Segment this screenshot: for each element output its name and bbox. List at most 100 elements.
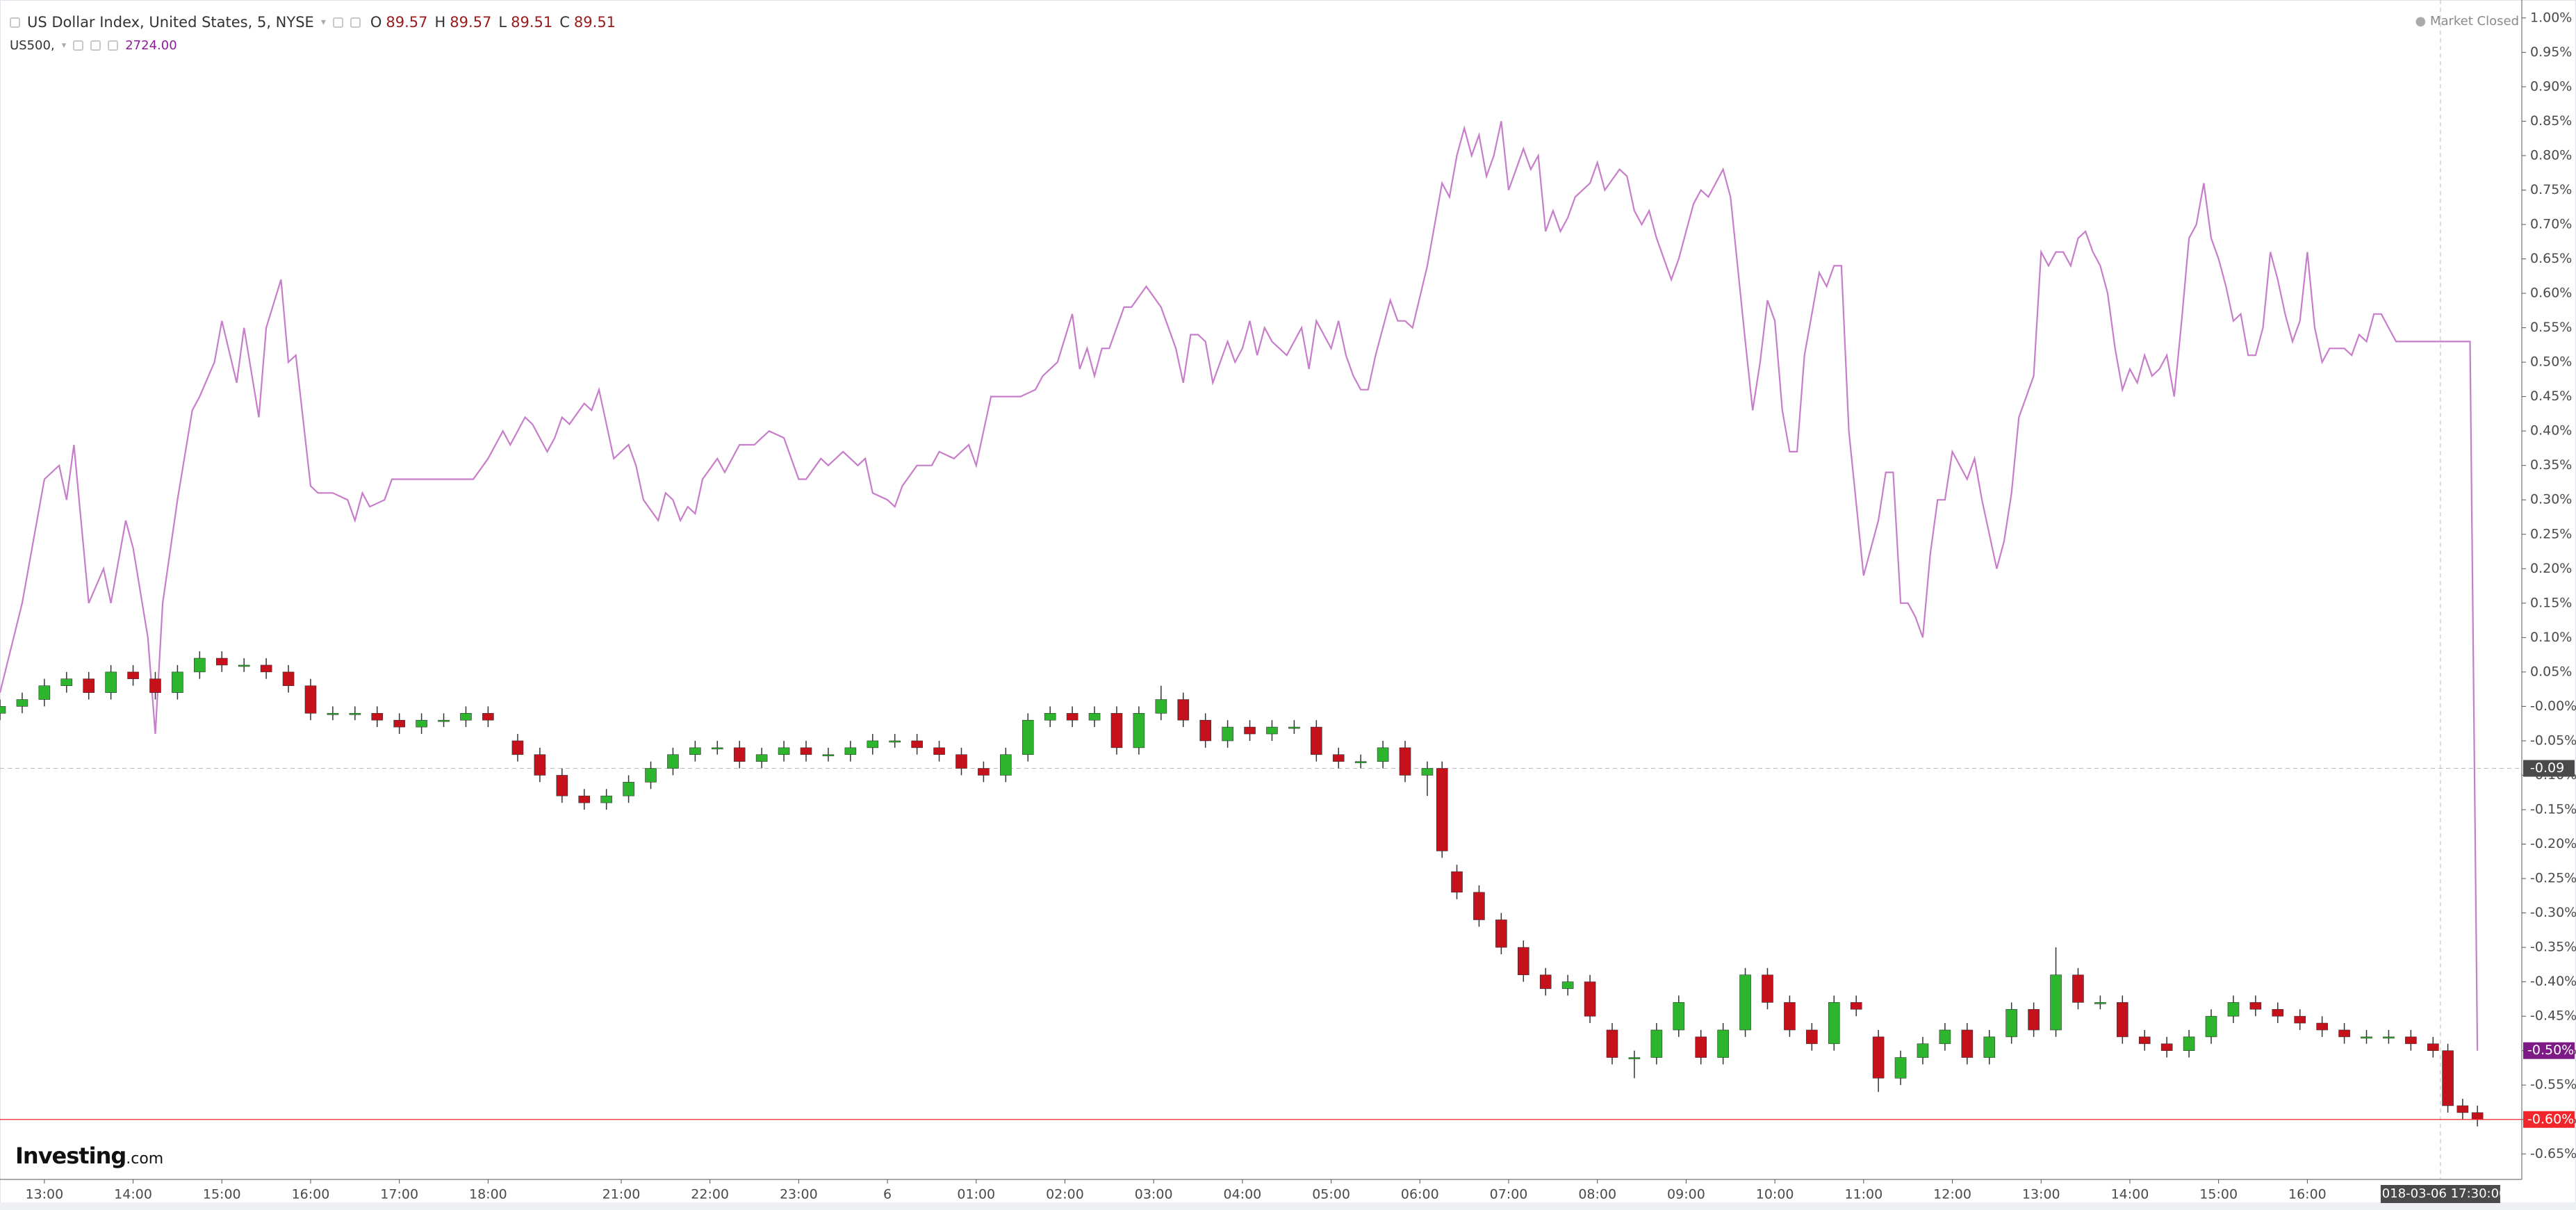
candle: [2028, 1002, 2040, 1037]
candle: [215, 651, 228, 672]
y-tick-label: 0.30%: [2530, 492, 2572, 507]
candle: [2094, 995, 2106, 1010]
y-tick-label: 0.15%: [2530, 595, 2572, 610]
x-tick-label: 08:00: [1578, 1187, 1616, 1202]
candle: [667, 747, 679, 776]
ohlc-key: L: [498, 14, 507, 31]
candle: [911, 734, 923, 755]
candle: [1022, 713, 1034, 762]
candle: [1199, 713, 1211, 748]
status-dot: ●: [2415, 14, 2427, 28]
candle-body: [1436, 768, 1448, 851]
candle-body: [2050, 974, 2062, 1031]
candle: [1044, 706, 1056, 728]
candle-body: [1421, 768, 1434, 776]
candle-body: [1110, 713, 1123, 749]
candle-body: [1377, 747, 1389, 762]
candle: [416, 713, 427, 735]
y-tick-label: 0.90%: [2530, 79, 2572, 94]
candle-body: [1917, 1043, 1929, 1058]
candle-body: [2338, 1029, 2350, 1038]
hide-icon[interactable]: [350, 17, 361, 28]
candle: [711, 740, 723, 755]
x-tick-label: 03:00: [1135, 1187, 1173, 1202]
candle-body: [83, 678, 95, 693]
candle: [578, 789, 591, 810]
candle: [460, 706, 472, 728]
settings-icon[interactable]: [73, 40, 84, 51]
candle-body: [1806, 1029, 1818, 1045]
candle: [282, 664, 295, 693]
candle: [2005, 1002, 2017, 1044]
dropdown-icon[interactable]: ▾: [320, 17, 326, 28]
y-tick-label: 0.95%: [2530, 44, 2572, 60]
candle-body: [215, 657, 228, 666]
candle: [844, 740, 857, 762]
last-value-box: [2523, 1111, 2575, 1128]
candle: [1717, 1023, 1729, 1065]
candle-body: [822, 754, 835, 757]
candle-body: [800, 747, 812, 755]
x-tick-label: 14:00: [2111, 1187, 2149, 1202]
candle: [1266, 720, 1278, 741]
candle-body: [1088, 713, 1101, 721]
candle: [149, 671, 161, 700]
candle-body: [645, 768, 657, 783]
candle-body: [460, 713, 472, 721]
candle: [1650, 1023, 1663, 1065]
candle-body: [393, 719, 405, 728]
dropdown-icon[interactable]: ▾: [61, 40, 67, 51]
hide-icon[interactable]: [90, 40, 101, 51]
collapse-icon[interactable]: [10, 17, 20, 28]
candle: [1000, 747, 1012, 783]
candle-body: [1222, 726, 1233, 742]
candle: [1983, 1029, 1996, 1065]
candle: [1222, 720, 1233, 748]
candle: [1311, 720, 1322, 762]
settings-icon[interactable]: [332, 17, 343, 28]
candle-body: [1894, 1057, 1907, 1079]
x-tick-label: 17:00: [380, 1187, 418, 1202]
y-tick-label: -0.20%: [2530, 836, 2576, 851]
candle-body: [416, 719, 427, 728]
ohlc-value: 89.57: [450, 14, 492, 31]
remove-icon[interactable]: [108, 40, 119, 51]
candle: [1584, 974, 1596, 1024]
candle-body: [2183, 1036, 2195, 1051]
candle-body: [2427, 1043, 2439, 1051]
candle-body: [1354, 761, 1367, 763]
x-tick-label: 07:00: [1490, 1187, 1528, 1202]
candle-body: [511, 740, 524, 755]
y-tick-label: 0.10%: [2530, 630, 2572, 645]
y-tick-label: -0.40%: [2530, 974, 2576, 989]
candle: [482, 706, 494, 728]
candle: [60, 671, 73, 693]
y-tick-label: 0.85%: [2530, 113, 2572, 129]
x-tick-label: 22:00: [691, 1187, 729, 1202]
y-tick-label: 0.40%: [2530, 423, 2572, 439]
candle: [1739, 967, 1751, 1037]
candle-body: [2405, 1036, 2417, 1045]
candle: [1399, 740, 1411, 783]
candle-body: [844, 747, 857, 755]
candle-body: [60, 678, 73, 686]
ohlc-key: O: [370, 14, 382, 31]
x-tick-label: 16:00: [2288, 1187, 2327, 1202]
x-tick-label: 10:00: [1756, 1187, 1794, 1202]
last-value-label: -0.60%: [2527, 1111, 2574, 1127]
candle-body: [1695, 1036, 1707, 1058]
crosshair-x-box: [2380, 1185, 2500, 1203]
candle-body: [1332, 754, 1345, 762]
candle-body: [1517, 947, 1529, 976]
candle: [1066, 706, 1078, 728]
candle: [2442, 1043, 2454, 1113]
x-tick-label: 18:00: [469, 1187, 507, 1202]
candle-body: [1473, 892, 1485, 920]
candle-body: [578, 795, 591, 803]
candle: [38, 678, 51, 707]
candle: [1133, 706, 1145, 755]
candle: [1872, 1029, 1885, 1093]
series-name: US Dollar Index, United States, 5, NYSE: [27, 14, 314, 31]
y-tick-label: -0.15%: [2530, 801, 2576, 817]
